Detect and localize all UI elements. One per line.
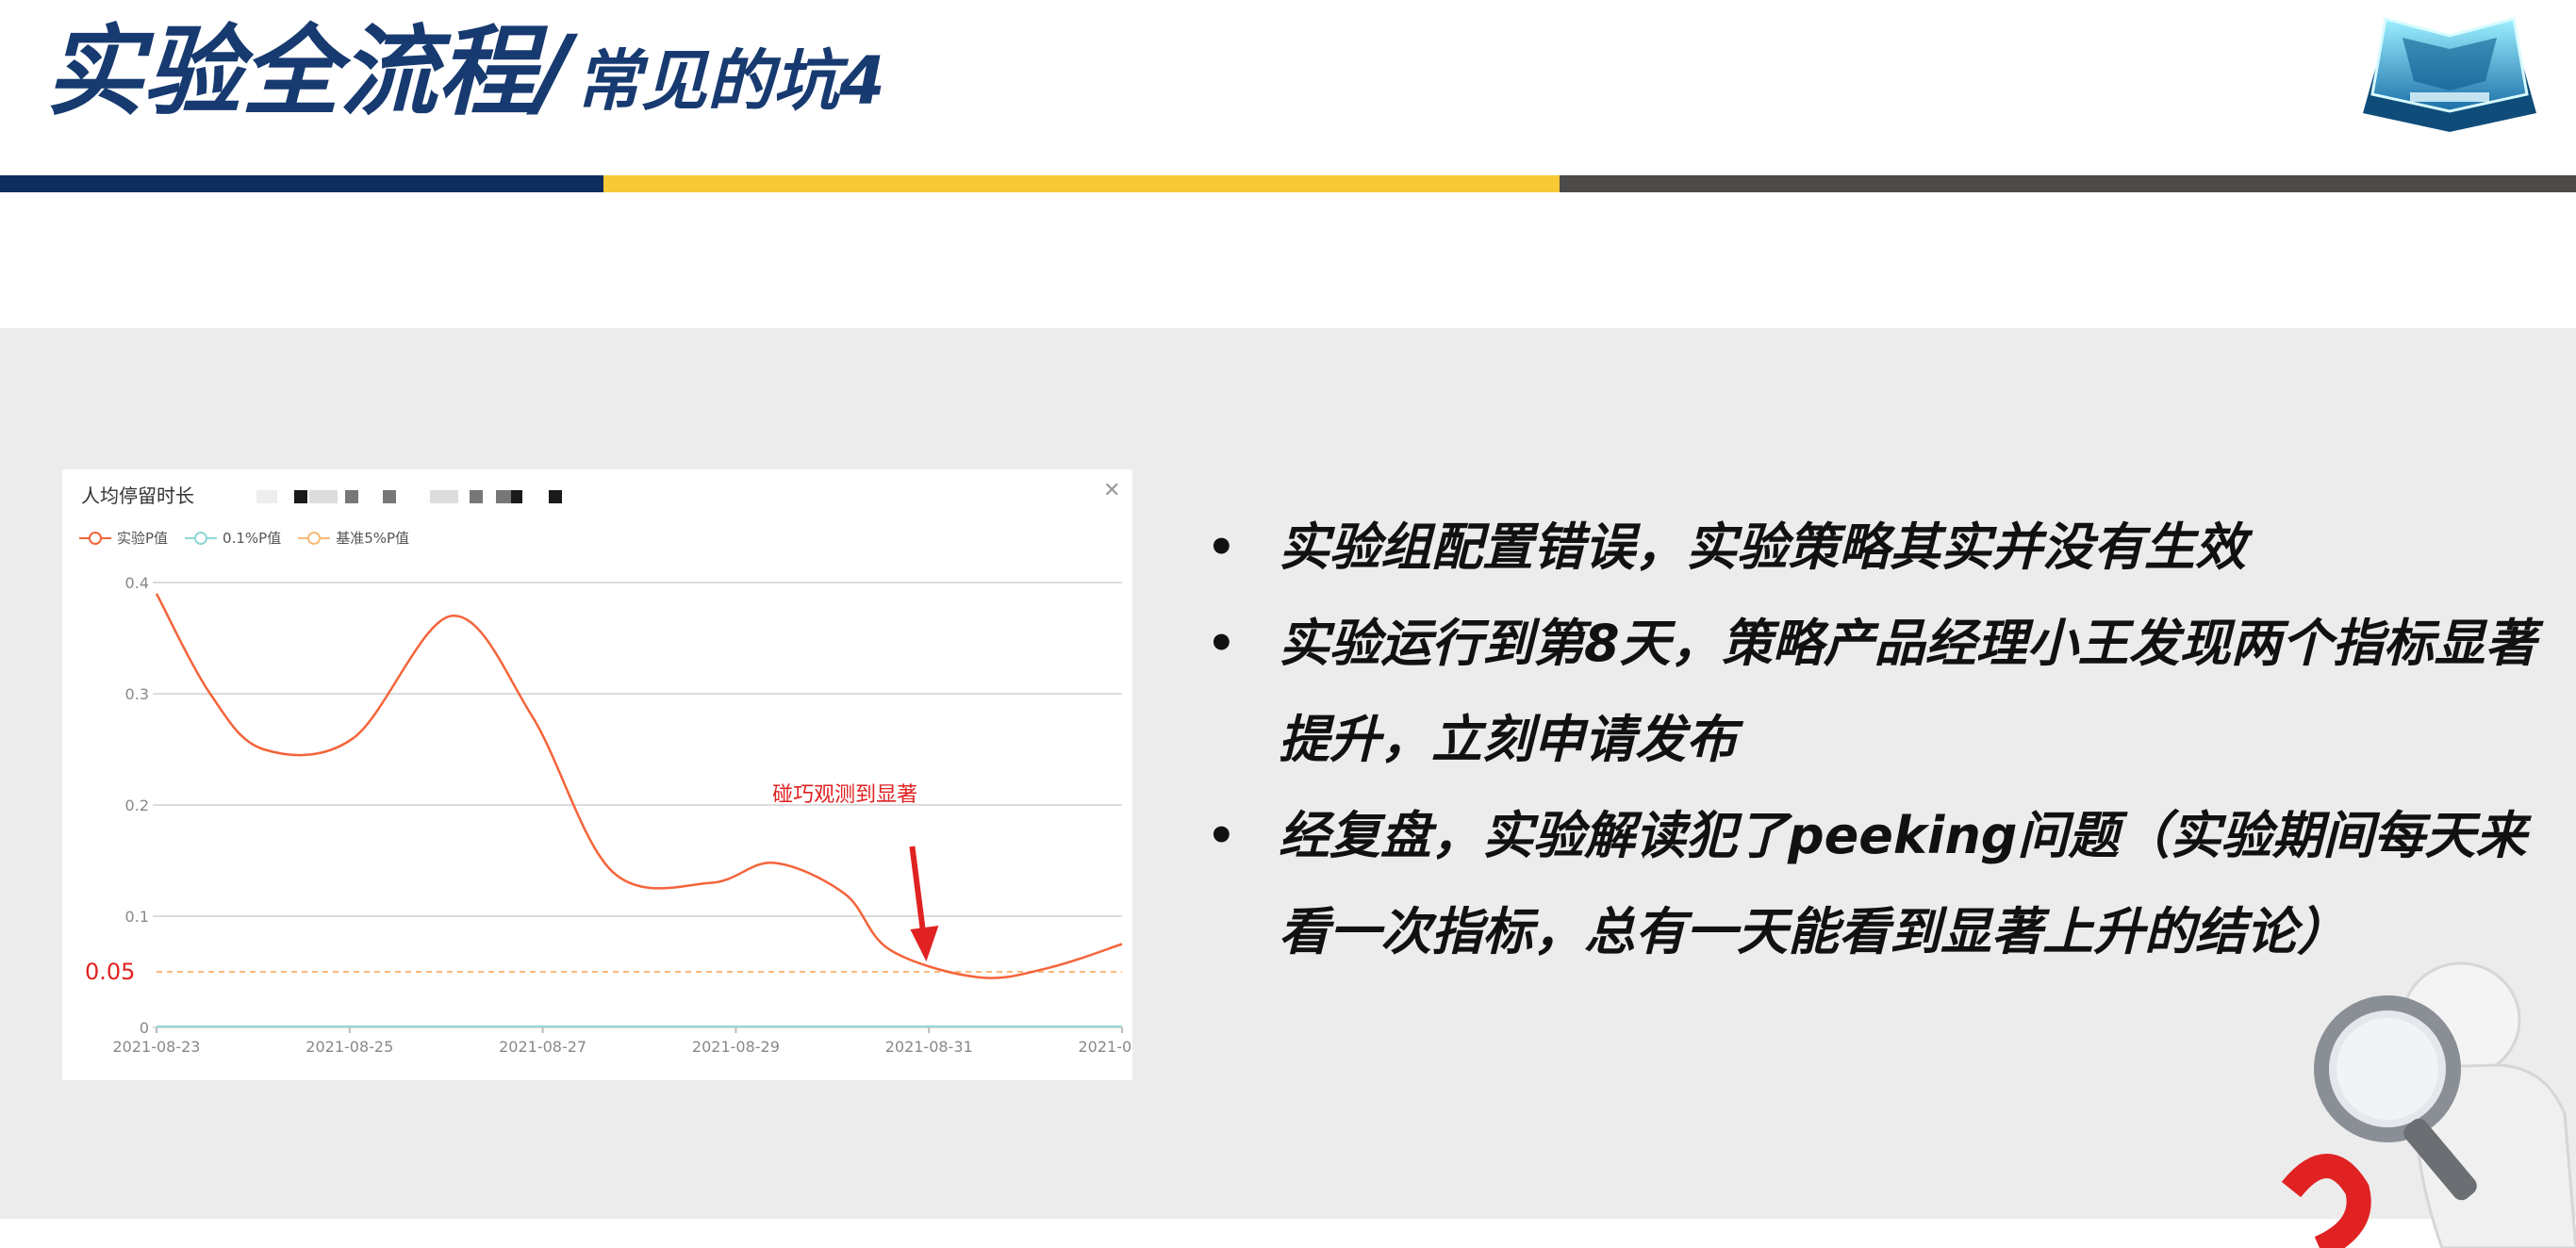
bullet-list: 实验组配置错误，实验策略其实并没有生效 实验运行到第8天，策略产品经理小王发现两… — [1197, 500, 2546, 980]
page-title: 实验全流程/ 常见的坑4 — [45, 6, 885, 128]
annotation-arrow-head — [910, 926, 939, 962]
y-tick-label: 0.1 — [125, 908, 149, 926]
header-stripe-navy — [0, 175, 603, 192]
x-tick-label: 2021-08-29 — [692, 1038, 780, 1056]
annotation-arrow-shaft — [909, 846, 927, 936]
legend-swatch-01 — [185, 531, 218, 545]
annotation-label: 碰巧观测到显著 — [772, 783, 917, 807]
redacted-block — [345, 490, 358, 503]
magnifier-mascot-icon — [2281, 961, 2576, 1248]
x-tick-label: 2021-08-23 — [113, 1038, 201, 1056]
legend-label-05: 基准5%P值 — [336, 530, 410, 547]
legend-item-main[interactable]: 实验P值 — [79, 528, 168, 548]
x-tick-label: 2021-08-27 — [499, 1038, 586, 1056]
reference-label: 0.05 — [85, 959, 135, 985]
redacted-block — [256, 490, 277, 503]
legend-label-01: 0.1%P值 — [223, 530, 282, 547]
redacted-block — [511, 490, 522, 503]
redacted-block — [309, 490, 338, 503]
chart-title: 人均停留时长 — [81, 484, 194, 507]
y-tick-label: 0.2 — [125, 796, 149, 814]
chart-card: 人均停留时长 ✕ 实验P值 0.1%P值 — [62, 469, 1132, 1080]
trophy-logo-icon — [2363, 17, 2536, 132]
header-stripe-dark — [1560, 175, 2576, 192]
redacted-block — [549, 490, 562, 503]
header-stripe-gold — [603, 175, 1560, 192]
redacted-block — [470, 490, 483, 503]
chart-legend: 实验P值 0.1%P值 基准5%P值 — [79, 528, 409, 548]
x-tick-label: 2021-08-31 — [885, 1038, 973, 1056]
close-icon[interactable]: ✕ — [1103, 479, 1121, 502]
page-title-main: 实验全流程/ — [45, 14, 571, 129]
bullet-item: 经复盘，实验解读犯了peeking问题（实验期间每天来看一次指标，总有一天能看到… — [1197, 788, 2546, 980]
page-title-sub: 常见的坑4 — [575, 42, 885, 120]
redacted-block — [430, 490, 458, 503]
legend-item-01[interactable]: 0.1%P值 — [185, 528, 281, 548]
bullet-item: 实验运行到第8天，策略产品经理小王发现两个指标显著提升，立刻申请发布 — [1197, 596, 2546, 788]
y-tick-label: 0 — [140, 1019, 149, 1037]
legend-swatch-05 — [298, 531, 331, 545]
y-tick-label: 0.4 — [125, 574, 149, 592]
y-tick-label: 0.3 — [125, 685, 149, 703]
x-tick-label: 2021-09-02 — [1079, 1038, 1132, 1056]
series-line-main — [155, 593, 1123, 979]
line-chart: 0 0.1 0.2 0.3 0.4 2021-08-23 2021-08-25 2021-08… — [85, 574, 1132, 1056]
redacted-block — [383, 490, 396, 503]
legend-swatch-main — [79, 531, 111, 545]
x-tick-label: 2021-08-25 — [305, 1038, 393, 1056]
legend-item-05[interactable]: 基准5%P值 — [298, 528, 409, 548]
redacted-block — [294, 490, 307, 503]
bullet-item: 实验组配置错误，实验策略其实并没有生效 — [1197, 500, 2546, 596]
legend-label-main: 实验P值 — [117, 530, 169, 547]
